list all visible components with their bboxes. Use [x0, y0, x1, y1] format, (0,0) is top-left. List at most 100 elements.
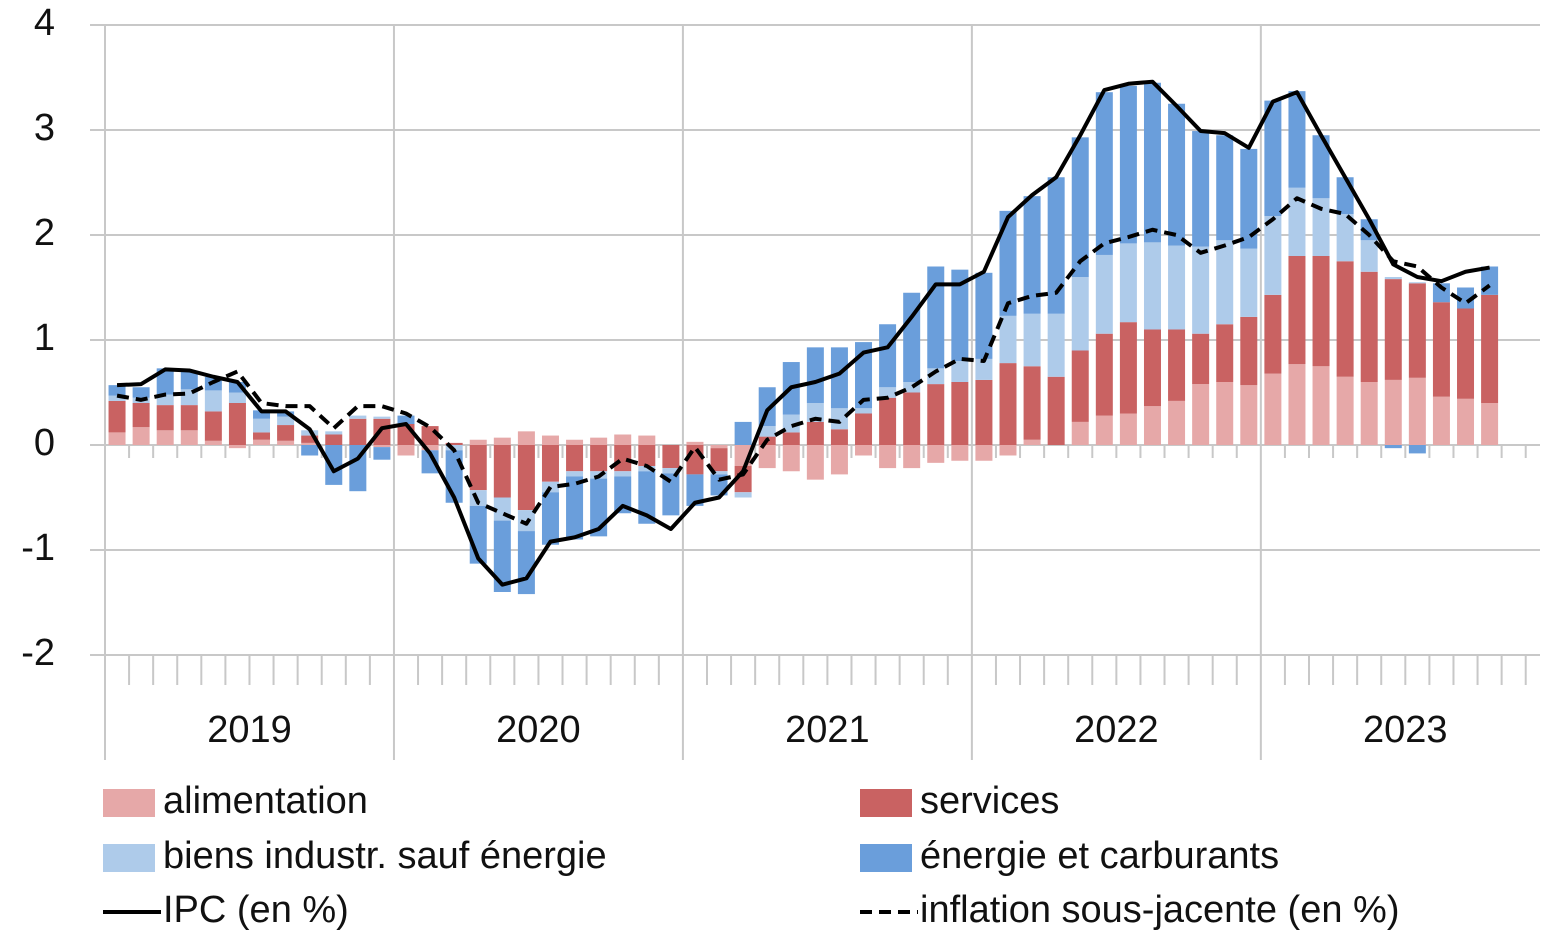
bar-segment: [1384, 379, 1402, 445]
bar-segment: [1095, 92, 1113, 255]
y-tick-label: 3: [34, 107, 55, 149]
bar-segment: [1071, 277, 1089, 351]
bar-segment: [1240, 148, 1258, 249]
bar-segment: [325, 434, 343, 445]
legend-label: biens industr. sauf énergie: [163, 835, 607, 877]
bar-segment: [180, 430, 198, 445]
bar-segment: [1143, 329, 1161, 407]
bar-segment: [710, 445, 728, 449]
bar-segment: [1312, 198, 1330, 256]
bar-segment: [469, 439, 487, 445]
bar-segment: [421, 445, 439, 451]
bar-segment: [614, 445, 632, 472]
bar-segment: [782, 414, 800, 433]
x-year-label: 2022: [1074, 709, 1159, 751]
bar-segment: [590, 478, 608, 537]
bar-segment: [782, 432, 800, 445]
legend-label: IPC (en %): [163, 889, 349, 931]
bar-segment: [373, 445, 391, 448]
bar-segment: [758, 445, 776, 469]
bar-segment: [1481, 403, 1499, 445]
x-year-label: 2020: [496, 709, 581, 751]
bar-segment: [1192, 333, 1210, 385]
bar-segment: [734, 421, 752, 445]
bar-segment: [566, 439, 584, 445]
legend-label: énergie et carburants: [920, 835, 1279, 877]
bar-segment: [951, 269, 969, 361]
legend-swatch: [103, 789, 155, 817]
bar-segment: [1095, 333, 1113, 416]
bar-segment: [108, 432, 126, 445]
x-year-label: 2023: [1363, 709, 1448, 751]
bar-segment: [228, 382, 246, 393]
bar-segment: [1408, 283, 1426, 378]
y-tick-label: 0: [34, 422, 55, 464]
bar-segment: [1216, 324, 1234, 382]
bar-segment: [830, 347, 848, 409]
bar-segment: [1360, 240, 1378, 272]
bar-segment: [782, 445, 800, 472]
bar-segment: [1119, 85, 1137, 244]
bar-segment: [1143, 242, 1161, 330]
bar-segment: [373, 416, 391, 419]
bar-segment: [999, 445, 1017, 456]
bar-segment: [566, 471, 584, 477]
bar-segment: [1216, 240, 1234, 325]
bar-segment: [541, 445, 559, 482]
bar-segment: [301, 445, 319, 456]
bar-segment: [686, 474, 704, 506]
bar-segment: [541, 435, 559, 445]
bar-segment: [108, 400, 126, 433]
bar-segment: [903, 445, 921, 469]
bar-segment: [927, 384, 945, 445]
bar-segment: [975, 358, 993, 380]
bar-segment: [614, 471, 632, 477]
bar-segment: [927, 445, 945, 463]
bar-segment: [1408, 377, 1426, 445]
bar-segment: [277, 440, 295, 445]
bar-segment: [1312, 366, 1330, 445]
y-tick-label: 1: [34, 317, 55, 359]
bar-segment: [566, 445, 584, 472]
bar-segment: [1288, 187, 1306, 256]
bar-segment: [1023, 366, 1041, 440]
bar-segment: [156, 394, 174, 406]
bar-segment: [180, 405, 198, 431]
bar-segment: [1240, 316, 1258, 386]
bar-segment: [806, 403, 824, 422]
bar-segment: [349, 415, 367, 419]
bar-segment: [1047, 376, 1065, 445]
bar-segment: [999, 363, 1017, 445]
bar-segment: [204, 411, 222, 441]
bar-segment: [590, 445, 608, 472]
bar-segment: [1047, 313, 1065, 377]
bar-segment: [830, 429, 848, 445]
bar-segment: [1312, 135, 1330, 199]
bar-segment: [1071, 350, 1089, 422]
bar-segment: [999, 210, 1017, 316]
bar-segment: [1047, 177, 1065, 314]
bar-segment: [277, 411, 295, 417]
bar-segment: [180, 371, 198, 390]
bar-segment: [806, 421, 824, 445]
bar-segment: [1360, 271, 1378, 382]
y-tick-label: 4: [34, 2, 55, 44]
bar-segment: [638, 435, 656, 445]
bar-segment: [541, 481, 559, 493]
bar-segment: [1288, 256, 1306, 365]
legend-swatch: [103, 844, 155, 872]
bar-segment: [1240, 385, 1258, 445]
bar-segment: [1119, 243, 1137, 323]
bar-segment: [156, 368, 174, 395]
bar-segment: [614, 476, 632, 514]
bar-segment: [1457, 308, 1475, 399]
bar-segment: [734, 466, 752, 493]
bar-segment: [493, 445, 511, 498]
bar-segment: [975, 445, 993, 461]
bar-segment: [373, 447, 391, 460]
bar-segment: [253, 439, 271, 445]
bar-segment: [1119, 413, 1137, 445]
bar-segment: [156, 430, 174, 445]
bar-segment: [1168, 329, 1186, 401]
